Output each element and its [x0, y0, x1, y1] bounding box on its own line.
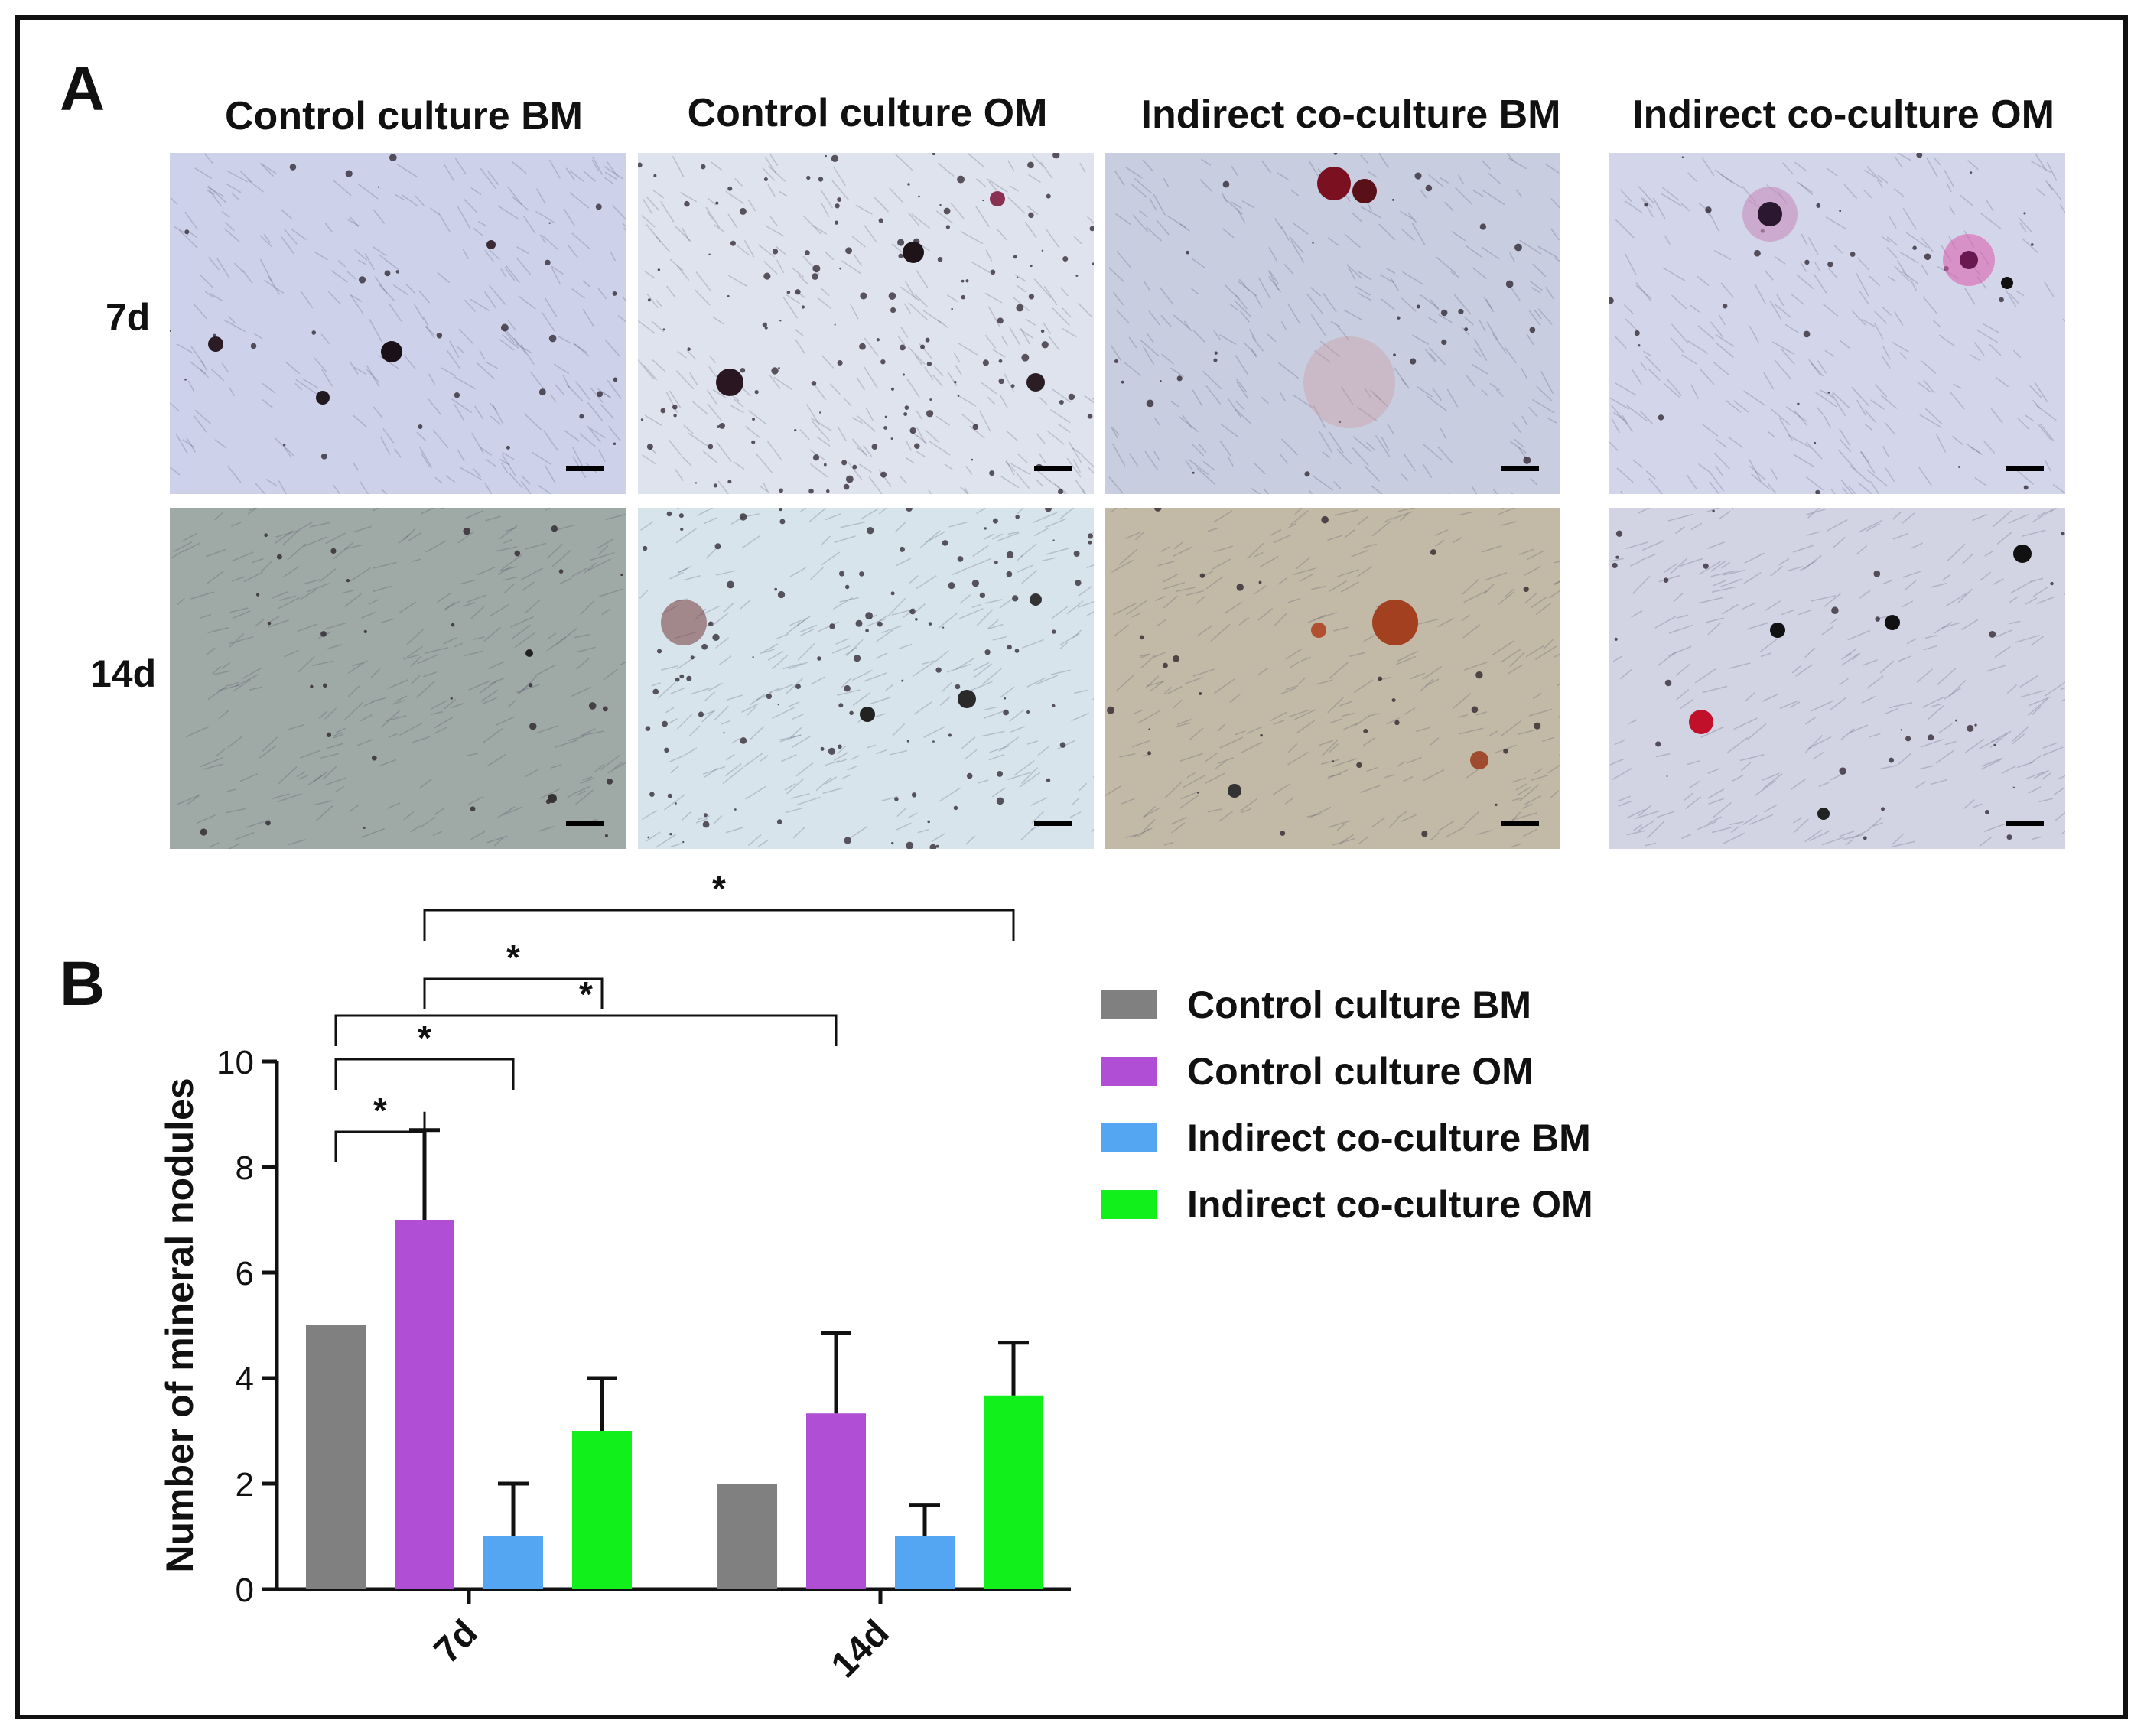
column-title-coculture-bm: Indirect co-culture BM [1140, 93, 1561, 137]
significance-bracket [334, 1111, 426, 1162]
legend-label-coculture-om: Indirect co-culture OM [1187, 1182, 1593, 1226]
significance-bracket [334, 1014, 838, 1046]
y-axis-title: Number of mineral nodules [158, 1078, 201, 1572]
legend-label-control-bm: Control culture BM [1187, 983, 1531, 1026]
row-label-7d: 7d [106, 296, 151, 339]
significance-bracket [334, 1058, 515, 1090]
micrograph-14d-coculture-bm [1105, 508, 1560, 849]
y-tick-label: 4 [236, 1361, 254, 1398]
scale-bar [1034, 821, 1072, 826]
micrograph-14d-coculture-om [1609, 508, 2065, 849]
legend-swatch-coculture-om [1101, 1189, 1157, 1219]
micrograph-14d-control-om [638, 508, 1094, 849]
legend-label-coculture-bm: Indirect co-culture BM [1187, 1116, 1591, 1159]
legend-item-control-bm: Control culture BM [1101, 971, 1593, 1038]
y-tick-label: 0 [236, 1572, 254, 1609]
row-label-14d: 14d [90, 652, 157, 695]
y-tick-label: 8 [236, 1149, 254, 1187]
legend-item-control-om: Control culture OM [1101, 1038, 1593, 1104]
legend-label-control-om: Control culture OM [1187, 1049, 1534, 1093]
legend-swatch-coculture-bm [1101, 1123, 1157, 1152]
micrograph-7d-coculture-bm [1105, 153, 1560, 494]
significance-label: * [373, 1091, 387, 1130]
legend-item-coculture-om: Indirect co-culture OM [1101, 1171, 1593, 1237]
scale-bar [566, 466, 604, 471]
y-tick-label: 10 [216, 1044, 254, 1081]
y-tick-label: 2 [236, 1466, 254, 1504]
chart-legend: Control culture BM Control culture OM In… [1101, 971, 1593, 1237]
panel-b-letter: B [60, 949, 106, 1019]
column-title-coculture-om: Indirect co-culture OM [1632, 93, 2055, 137]
legend-item-coculture-bm: Indirect co-culture BM [1101, 1104, 1593, 1171]
significance-label: * [712, 869, 726, 909]
bar-14d-series-2 [895, 1536, 955, 1589]
column-title-control-om: Control culture OM [687, 91, 1048, 135]
scale-bar [2006, 821, 2044, 826]
significance-label: * [579, 974, 593, 1014]
significance-bracket [423, 909, 1015, 941]
significance-bracket [423, 977, 604, 1009]
bar-14d-series-0 [717, 1484, 777, 1589]
bar-7d-series-2 [483, 1536, 543, 1589]
micrograph-7d-control-om [638, 153, 1094, 494]
x-tick-label-7d: 7d [427, 1612, 486, 1671]
panel-a-letter: A [60, 54, 106, 124]
micrograph-7d-control-bm [170, 153, 626, 494]
micrograph-7d-coculture-om [1609, 153, 2065, 494]
scale-bar [1501, 466, 1539, 471]
significance-label: * [506, 938, 520, 977]
scale-bar [1501, 821, 1539, 826]
x-tick-label-14d: 14d [824, 1612, 897, 1686]
scale-bar [2006, 466, 2044, 471]
y-tick-label: 6 [236, 1255, 254, 1292]
bar-7d-series-3 [572, 1431, 632, 1589]
bar-14d-series-1 [806, 1413, 866, 1589]
bar-7d-series-0 [306, 1325, 366, 1589]
legend-swatch-control-bm [1101, 990, 1157, 1019]
scale-bar [1034, 466, 1072, 471]
legend-swatch-control-om [1101, 1056, 1157, 1086]
column-title-control-bm: Control culture BM [225, 94, 583, 138]
scale-bar [566, 821, 604, 826]
bar-14d-series-3 [984, 1395, 1043, 1589]
micrograph-14d-control-bm [170, 508, 626, 849]
bar-7d-series-1 [395, 1220, 454, 1589]
significance-label: * [418, 1018, 431, 1058]
